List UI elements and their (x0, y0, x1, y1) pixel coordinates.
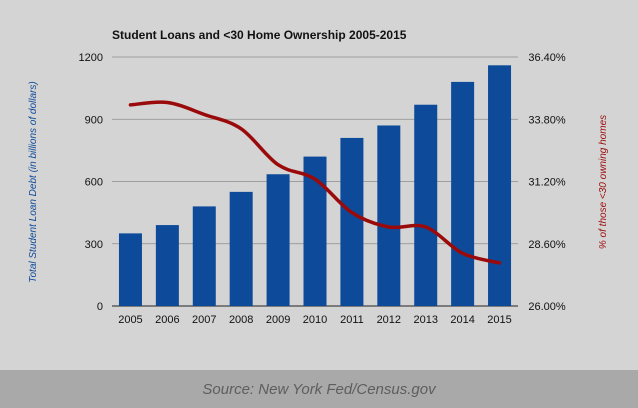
y-left-tick-label: 0 (97, 301, 103, 313)
x-tick-label: 2012 (377, 314, 401, 326)
y-right-tick-label: 28.60% (528, 239, 566, 251)
y-right-tick-label: 31.20% (528, 177, 566, 189)
x-tick-label: 2006 (155, 314, 179, 326)
y-left-tick-label: 1200 (79, 52, 103, 64)
bar-2013 (414, 104, 438, 306)
y-left-tick-label: 300 (85, 239, 103, 251)
bars (118, 65, 512, 307)
y-left-tick-labels: 0 300 600 900 1200 (79, 52, 103, 313)
bar-2011 (340, 137, 364, 306)
bar-2015 (488, 65, 512, 306)
y-right-tick-label: 33.80% (528, 114, 566, 126)
x-tick-label: 2013 (413, 314, 437, 326)
bar-2006 (155, 225, 179, 306)
y-axis-right-label: % of those <30 owning homes (598, 115, 609, 249)
chart-svg: Student Loans and <30 Home Ownership 200… (28, 28, 609, 326)
x-tick-label: 2007 (192, 314, 216, 326)
chart-area: Student Loans and <30 Home Ownership 200… (28, 28, 609, 326)
y-left-tick-label: 600 (85, 177, 103, 189)
footer: Source: New York Fed/Census.gov (0, 370, 638, 408)
chart-title: Student Loans and <30 Home Ownership 200… (112, 28, 407, 42)
bar-2008 (229, 191, 253, 306)
bar-2014 (451, 81, 475, 307)
source-text: Source: New York Fed/Census.gov (202, 381, 436, 398)
x-tick-labels: 2005 2006 2007 2008 2009 2010 2011 2012 2013 2014… (118, 314, 512, 326)
bar-2009 (266, 174, 290, 306)
y-right-tick-label: 36.40% (528, 52, 566, 64)
y-right-tick-labels: 26.00% 28.60% 31.20% 33.80% 36.40% (528, 52, 566, 313)
bar-2012 (377, 125, 401, 306)
x-tick-label: 2010 (303, 314, 327, 326)
y-axis-left-label: Total Student Loan Debt (in billions of … (28, 81, 39, 282)
x-tick-label: 2009 (266, 314, 290, 326)
x-tick-label: 2008 (229, 314, 253, 326)
bar-2005 (118, 233, 142, 306)
x-tick-label: 2011 (340, 314, 364, 326)
bar-2007 (192, 206, 216, 306)
x-tick-label: 2014 (450, 314, 474, 326)
bar-2010 (303, 156, 327, 306)
y-right-tick-label: 26.00% (528, 301, 566, 313)
x-tick-label: 2005 (118, 314, 142, 326)
x-tick-label: 2015 (487, 314, 511, 326)
y-left-tick-label: 900 (85, 114, 103, 126)
line-series (128, 100, 502, 265)
